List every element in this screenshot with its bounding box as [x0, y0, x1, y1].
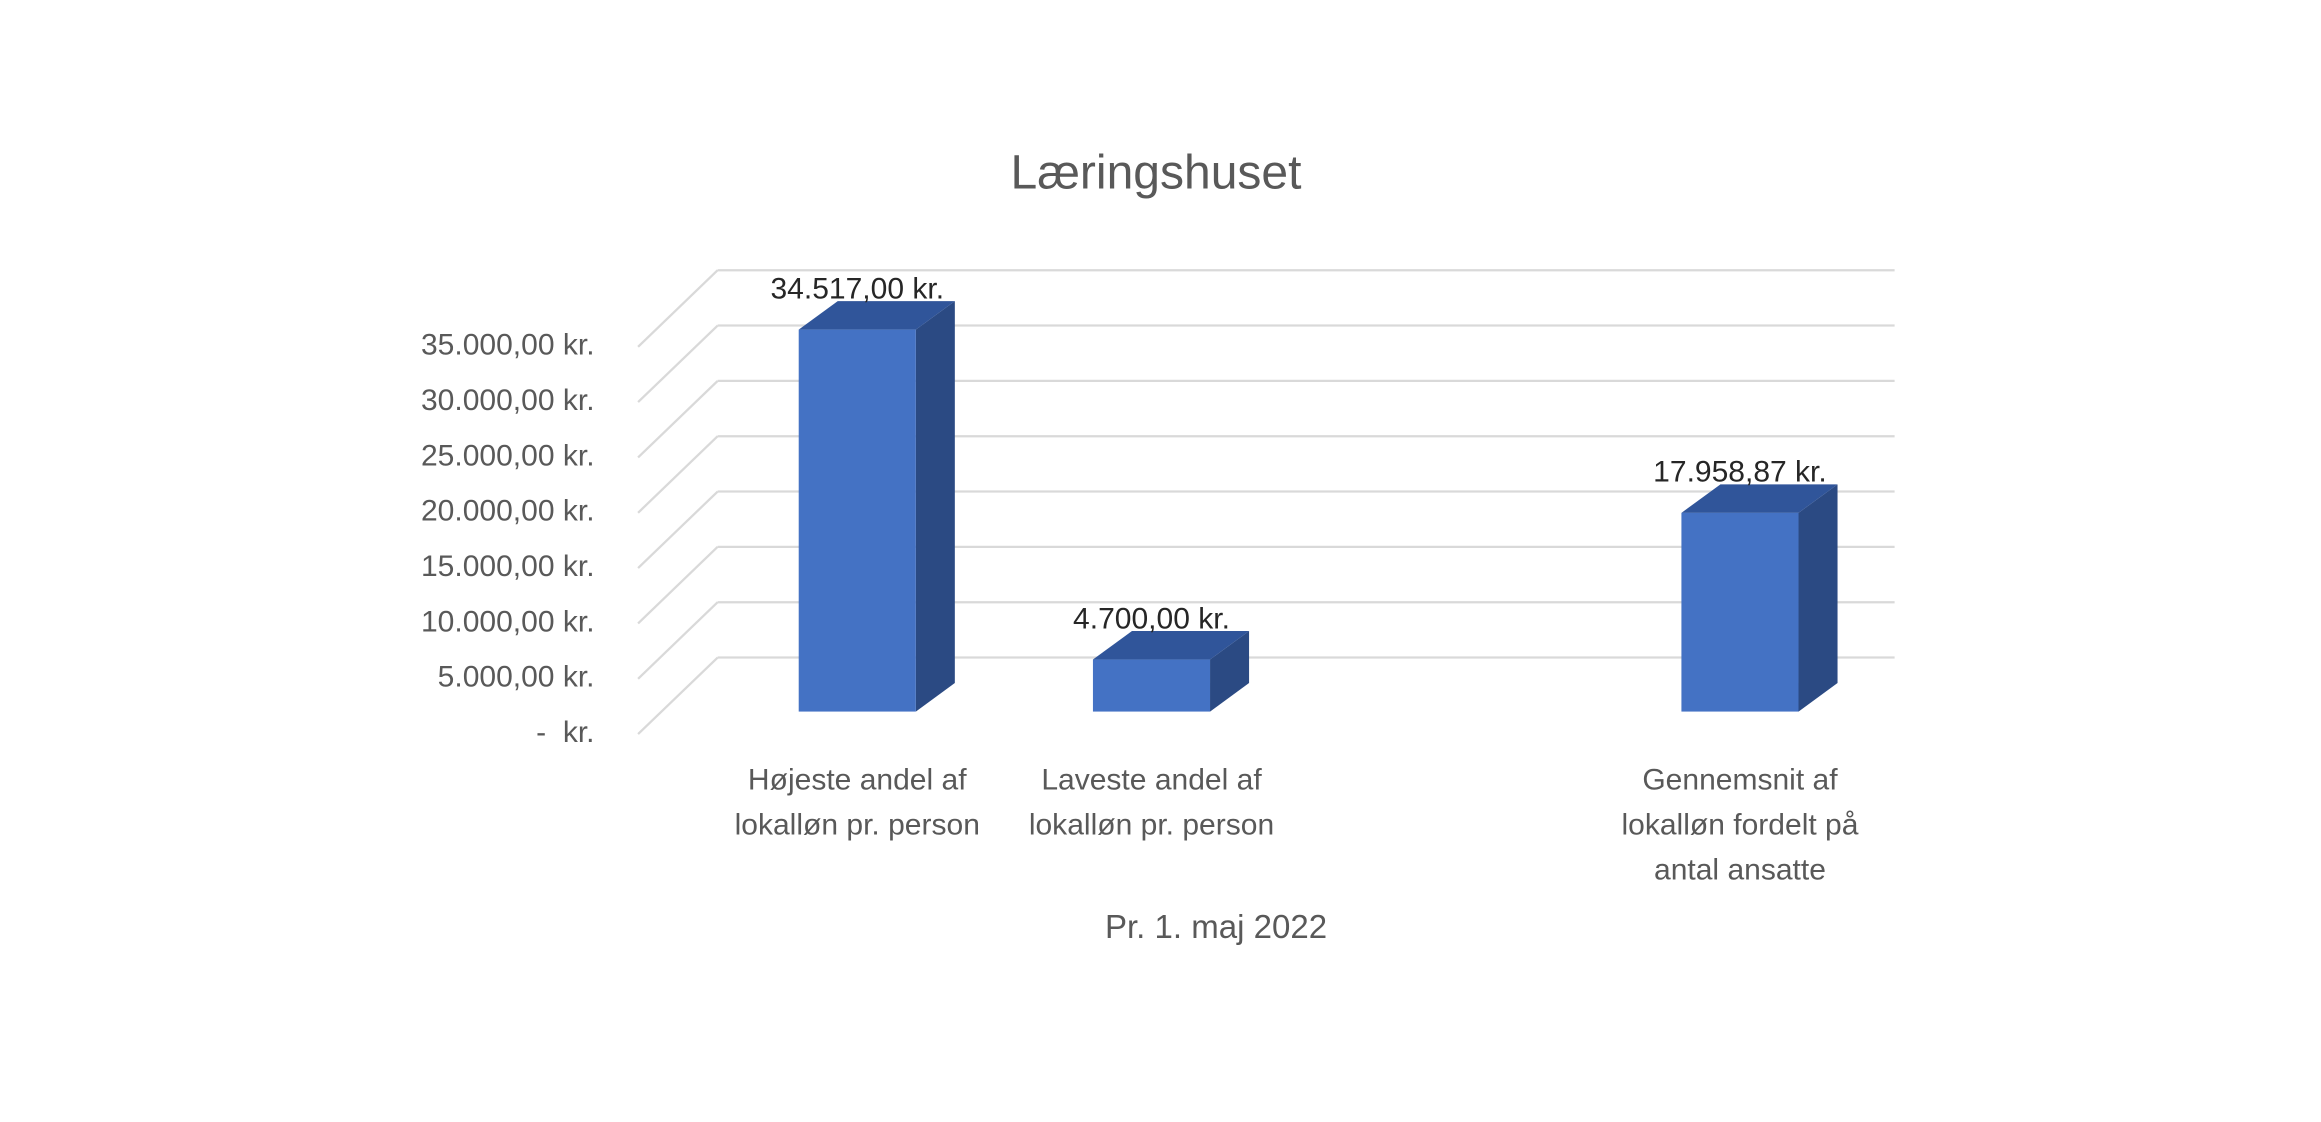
grid-line-side	[637, 656, 719, 735]
bar-side	[1210, 631, 1250, 712]
y-tick-label: - kr.	[536, 716, 594, 749]
y-tick-label: 25.000,00 kr.	[421, 439, 595, 472]
bar-top	[1092, 631, 1250, 660]
y-tick-label: 10.000,00 kr.	[421, 605, 595, 638]
x-tick-label-box: Gennemsnit af lokalløn fordelt på antal …	[1621, 764, 1859, 888]
y-tick-label: 35.000,00 kr.	[421, 329, 595, 362]
x-tick-label: Højeste andel af lokalløn pr. person	[734, 764, 980, 843]
y-tick-label: 5.000,00 kr.	[438, 661, 595, 694]
bar-top	[1681, 484, 1838, 513]
data-label: 34.517,00 kr.	[770, 273, 944, 306]
bar-side	[1798, 484, 1838, 712]
data-label: 17.958,87 kr.	[1653, 456, 1827, 489]
x-tick-label: Laveste andel af lokalløn pr. person	[1028, 764, 1275, 843]
grid-line-side	[637, 324, 719, 403]
bar	[798, 329, 916, 712]
y-tick-label: 15.000,00 kr.	[421, 550, 595, 583]
bar-side	[915, 301, 955, 712]
x-tick-label-box: Laveste andel af lokalløn pr. person	[1028, 764, 1275, 843]
bar	[1092, 659, 1211, 712]
grid-line-side	[637, 269, 719, 348]
bar	[1681, 512, 1799, 712]
grid-line-side	[637, 380, 719, 459]
grid-line-side	[637, 435, 719, 514]
x-tick-label: Gennemsnit af lokalløn fordelt på antal …	[1621, 764, 1859, 888]
x-axis-title: Pr. 1. maj 2022	[1105, 908, 1327, 945]
chart-title: Læringshuset	[1011, 146, 1302, 199]
grid-line-side	[637, 546, 719, 625]
grid-line-side	[637, 490, 719, 569]
x-tick-label-box: Højeste andel af lokalløn pr. person	[734, 764, 980, 843]
grid-line-side	[637, 601, 719, 680]
bar-top	[798, 301, 955, 330]
data-label: 4.700,00 kr.	[1073, 602, 1230, 635]
y-tick-label: 30.000,00 kr.	[421, 384, 595, 417]
y-tick-label: 20.000,00 kr.	[421, 495, 595, 528]
